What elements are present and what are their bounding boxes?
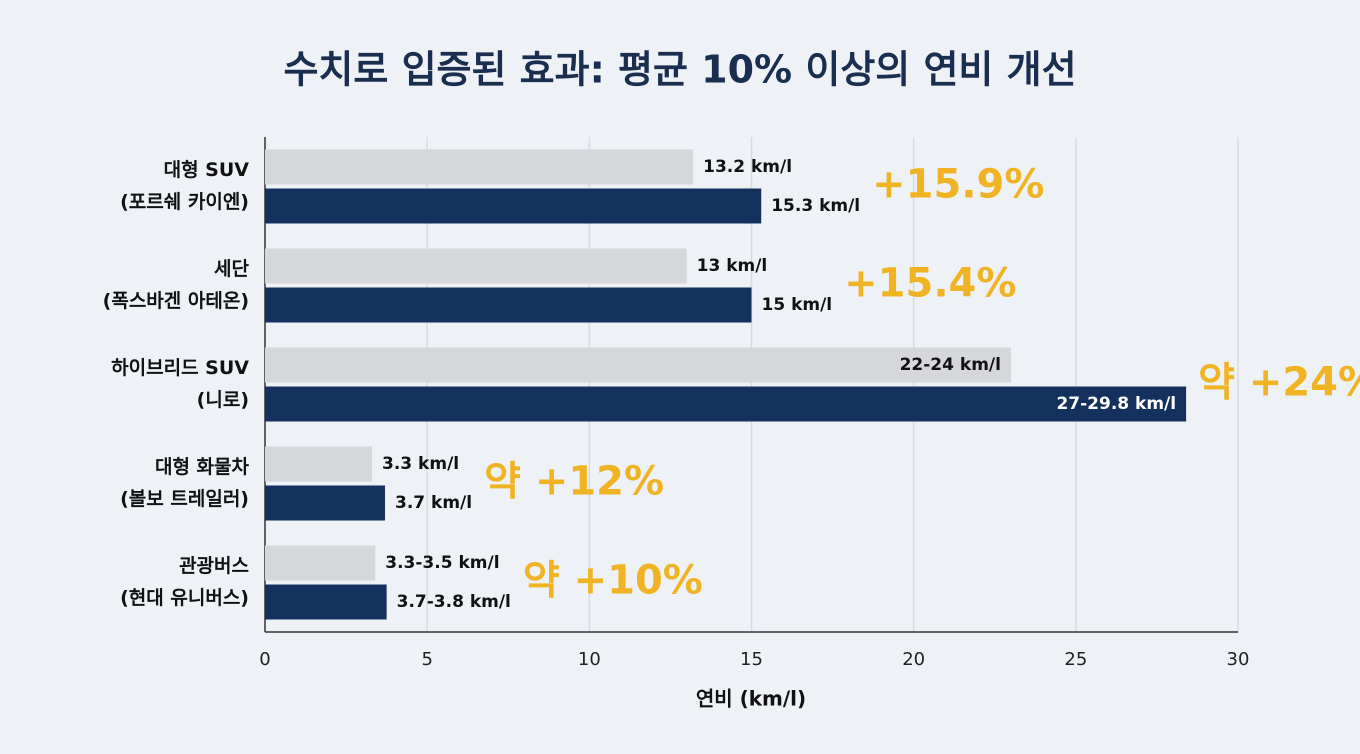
x-tick-label: 20 bbox=[902, 649, 925, 670]
bar bbox=[265, 545, 376, 581]
annotation: 약 +10% bbox=[523, 558, 703, 604]
value-label: 3.7-3.8 km/l bbox=[397, 592, 511, 612]
bar bbox=[265, 188, 762, 224]
x-axis-label: 연비 (km/l) bbox=[696, 687, 806, 711]
value-label: 15 km/l bbox=[762, 295, 833, 315]
annotation: 약 +24% bbox=[1198, 360, 1360, 406]
y-tick-label: (니로) bbox=[197, 389, 249, 411]
x-tick-label: 30 bbox=[1227, 649, 1250, 670]
y-tick-label: 관광버스 bbox=[179, 555, 249, 577]
value-label: 27-29.8 km/l bbox=[1056, 394, 1176, 414]
value-label: 13 km/l bbox=[697, 256, 768, 276]
y-tick-label: 대형 화물차 bbox=[155, 456, 250, 478]
annotation: +15.4% bbox=[844, 261, 1016, 307]
x-tick-label: 25 bbox=[1064, 649, 1087, 670]
value-label: 3.3 km/l bbox=[382, 454, 459, 474]
y-tick-label: (현대 유니버스) bbox=[120, 587, 249, 609]
bar bbox=[265, 287, 752, 323]
x-tick-label: 10 bbox=[578, 649, 601, 670]
bar bbox=[265, 386, 1187, 422]
x-tick-label: 15 bbox=[740, 649, 763, 670]
x-tick-label: 0 bbox=[259, 649, 270, 670]
bar bbox=[265, 149, 694, 185]
value-label: 3.7 km/l bbox=[395, 493, 472, 513]
bar bbox=[265, 248, 687, 284]
y-tick-label: 대형 SUV bbox=[164, 159, 250, 181]
value-label: 3.3-3.5 km/l bbox=[385, 553, 499, 573]
value-label: 15.3 km/l bbox=[771, 196, 860, 216]
value-label: 22-24 km/l bbox=[900, 355, 1001, 375]
y-tick-label: (폭스바겐 아테온) bbox=[103, 290, 249, 312]
y-tick-label: (포르쉐 카이엔) bbox=[120, 191, 249, 213]
bar bbox=[265, 584, 387, 620]
chart-title: 수치로 입증된 효과: 평균 10% 이상의 연비 개선 bbox=[283, 48, 1076, 92]
bar bbox=[265, 347, 1011, 383]
y-tick-label: 하이브리드 SUV bbox=[111, 357, 249, 379]
value-label: 13.2 km/l bbox=[703, 157, 792, 177]
annotation: 약 +12% bbox=[484, 459, 664, 505]
bar bbox=[265, 485, 386, 521]
y-tick-label: (볼보 트레일러) bbox=[120, 488, 249, 510]
y-tick-label: 세단 bbox=[214, 258, 249, 280]
annotation: +15.9% bbox=[872, 162, 1044, 208]
x-tick-label: 5 bbox=[421, 649, 432, 670]
bar bbox=[265, 446, 373, 482]
